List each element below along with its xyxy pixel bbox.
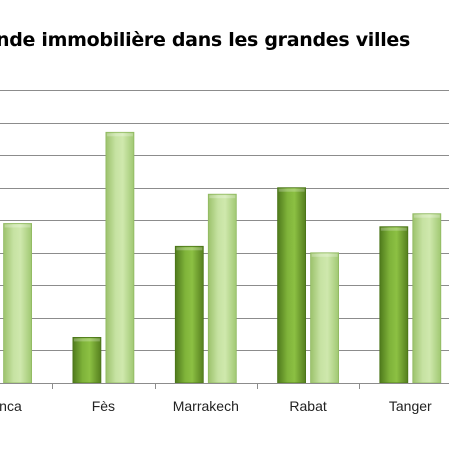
x-tick-label: Fès [92,398,115,414]
bars [3,131,442,384]
bar-highlight [176,247,203,251]
bar-highlight [311,253,338,257]
bar-marrakech-series2 [207,193,237,384]
x-tick-label: blanca [0,398,22,414]
bar-highlight [278,188,305,192]
bar-highlight [380,227,407,231]
bar-highlight [73,338,100,342]
bar-highlight [209,195,236,199]
bar-tanger-series2 [412,213,442,384]
x-tick-label: Tanger [389,398,432,414]
category-labels: blanca Fès Marrakech Rabat Tanger [0,398,432,414]
x-tick-label: Marrakech [173,398,239,414]
x-tick-label: Rabat [289,398,326,414]
bar-highlight [106,133,133,137]
bar-fs-series1 [72,336,102,384]
bar-marrakech-series1 [174,245,204,384]
bar-highlight [413,214,440,218]
x-axis [0,383,449,389]
bar-tanger-series1 [379,226,409,384]
bar-highlight [4,224,31,228]
bar-rabat-series1 [277,187,307,384]
chart-title: nde immobilière dans les grandes villes [0,29,411,51]
bar-casablanca-series2 [3,223,32,384]
bar-fs-series2 [105,131,135,384]
bar-rabat-series2 [310,252,340,384]
